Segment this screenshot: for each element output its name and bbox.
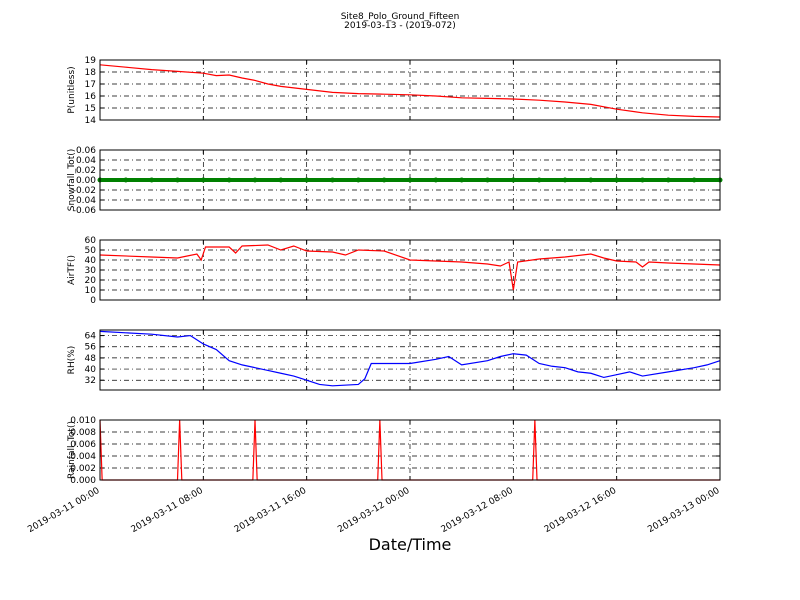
x-tick-label: 2019-03-12 08:00 <box>440 486 515 535</box>
data-point <box>691 177 697 183</box>
y-tick-label: 0.04 <box>76 156 96 166</box>
y-tick-label: 15 <box>85 104 96 114</box>
data-point <box>614 177 620 183</box>
data-point <box>175 177 180 183</box>
data-point <box>200 177 206 183</box>
y-tick-label: 30 <box>85 266 97 276</box>
y-tick-label: -0.02 <box>73 186 96 196</box>
data-point <box>355 177 361 183</box>
data-line <box>99 64 721 118</box>
y-tick-label: 40 <box>85 256 97 266</box>
data-point <box>407 177 413 183</box>
y-tick-label: -0.04 <box>73 196 97 206</box>
data-point <box>536 177 542 183</box>
data-point <box>123 177 129 183</box>
y-tick-label: 0.06 <box>76 146 96 156</box>
y-axis-label: P(unitless) <box>67 66 77 113</box>
y-tick-label: 14 <box>85 116 97 126</box>
y-tick-label: 16 <box>85 92 97 102</box>
y-tick-label: 50 <box>85 246 97 256</box>
x-tick-label: 2019-03-11 08:00 <box>130 486 205 535</box>
y-tick-label: 10 <box>85 286 97 296</box>
chart-subtitle: 2019-03-13 - (2019-072) <box>344 21 456 31</box>
plot-frame <box>99 239 721 301</box>
data-line <box>99 330 721 387</box>
y-tick-label: 17 <box>85 80 96 90</box>
data-point <box>304 177 310 183</box>
y-tick-label: 0 <box>90 296 96 306</box>
y-tick-label: 0.02 <box>76 166 96 176</box>
data-point <box>665 177 671 183</box>
y-axis-label: AirTF() <box>67 255 77 285</box>
y-tick-label: 56 <box>85 343 97 353</box>
plot-frame <box>99 149 721 211</box>
y-axis-label: Rainfall_Tot() <box>67 421 77 479</box>
data-point <box>562 177 568 183</box>
data-point <box>226 177 232 183</box>
x-tick-label: 2019-03-12 00:00 <box>336 486 411 535</box>
y-tick-label: 48 <box>85 354 97 364</box>
data-line <box>99 244 721 291</box>
y-tick-label: 0.006 <box>70 440 96 450</box>
data-point <box>510 177 516 183</box>
y-axis-label: RH(%) <box>67 346 77 375</box>
data-point <box>640 177 645 183</box>
data-point <box>330 177 335 183</box>
x-axis-label: Date/Time <box>369 535 452 554</box>
data-point <box>149 177 155 183</box>
plot-frame <box>99 329 721 391</box>
data-point <box>381 177 387 183</box>
y-axis-label: Snowfall_Tot() <box>67 149 77 212</box>
y-tick-label: 0.00 <box>76 176 96 186</box>
chart-title: Site8_Polo_Ground_Fifteen <box>341 12 460 22</box>
y-tick-label: 0.004 <box>70 452 96 462</box>
y-tick-label: 18 <box>85 68 97 78</box>
y-tick-label: 19 <box>85 56 97 66</box>
data-point <box>433 177 439 183</box>
y-tick-label: 0.002 <box>70 464 96 474</box>
y-tick-label: 0.008 <box>70 428 96 438</box>
data-point <box>485 177 490 183</box>
x-tick-label: 2019-03-11 00:00 <box>26 486 101 535</box>
x-tick-label: 2019-03-11 16:00 <box>233 486 308 535</box>
y-tick-label: 64 <box>85 332 97 342</box>
x-tick-label: 2019-03-13 00:00 <box>646 486 721 535</box>
y-tick-label: 32 <box>85 376 96 386</box>
y-tick-label: 40 <box>85 365 97 375</box>
data-point <box>278 177 284 183</box>
y-tick-label: 0.010 <box>70 416 96 426</box>
data-point <box>588 177 594 183</box>
y-tick-label: 60 <box>85 236 97 246</box>
y-tick-label: -0.06 <box>73 206 97 216</box>
plot-frame <box>99 59 721 121</box>
x-tick-label: 2019-03-12 16:00 <box>543 486 618 535</box>
y-tick-label: 20 <box>85 276 97 286</box>
data-point <box>252 177 258 183</box>
y-tick-label: 0.000 <box>70 476 96 486</box>
data-point <box>459 177 465 183</box>
plot-frame <box>99 419 721 481</box>
